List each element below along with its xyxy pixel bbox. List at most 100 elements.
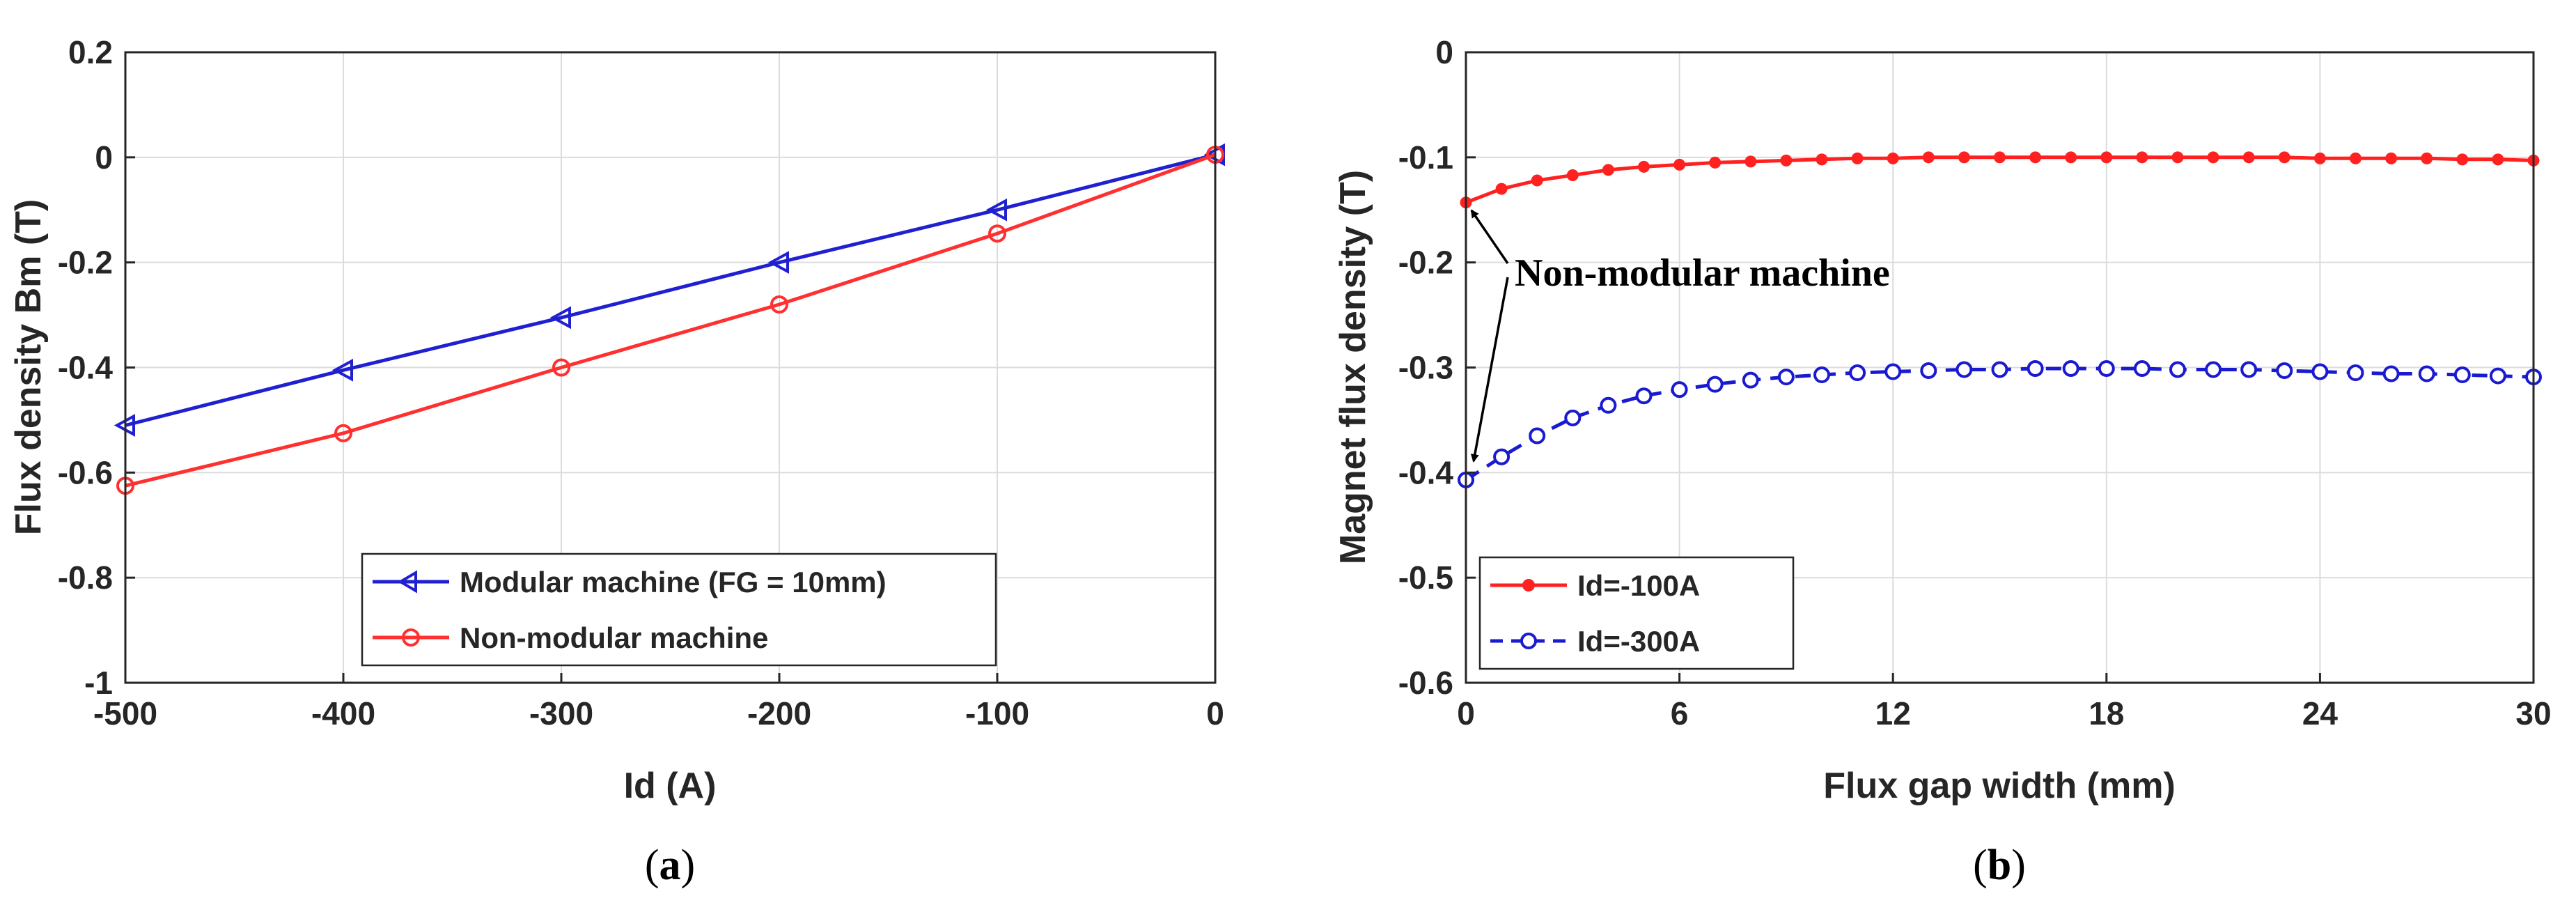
panel-b-x-tick-label-4: 24: [2302, 695, 2339, 732]
panel-b-y-tick-label-2: -0.4: [1398, 454, 1454, 490]
panel-b-ticks: 0 6 12 18 24 30 -0.6 -0.5 -0.4 -0.3 -0.2 -0.1 0: [1398, 34, 2552, 732]
panel-b-series-0-point-24: [2313, 152, 2326, 164]
panel-b-x-tick-label-1: 6: [1671, 695, 1689, 732]
panel-a-y-tick-label-6: 0.2: [68, 34, 113, 70]
panel-b-series-1-point-21: [2205, 361, 2222, 378]
panel-b-legend-box: [1478, 556, 1795, 670]
panel-b-series-1-point-9: [1777, 369, 1795, 386]
panel-b-series-1-point-8: [1742, 371, 1759, 389]
panel-a-series-0-point-2: [549, 306, 571, 330]
panel-b-series-1-point-12: [1884, 363, 1902, 380]
panel-a-y-tick-label-5: 0: [95, 139, 113, 176]
panel-b-series-1-point-2: [1529, 427, 1546, 444]
panel-b-annotation: Non-modular machine: [1515, 252, 1890, 295]
panel-b-series-0-point-27: [2421, 152, 2433, 164]
panel-b-series-0-point-21: [2207, 151, 2219, 164]
panel-b-caption-close: ): [2011, 842, 2026, 889]
panel-b-series-0-point-16: [2029, 151, 2042, 164]
panel-b-series-0-point-22: [2242, 151, 2255, 164]
panel-b-x-tick-label-0: 0: [1457, 695, 1475, 732]
panel-a-series-0-line: [125, 153, 1216, 427]
panel-b-y-tick-label-0: -0.6: [1398, 665, 1453, 701]
panel-b-x-tick-label-2: 12: [1875, 695, 1911, 732]
panel-b-y-tick-label-4: -0.2: [1398, 245, 1453, 281]
panel-b-series-1-point-26: [2382, 365, 2400, 382]
panel-a-chart: -500 -400 -300 -200 -100 0 -1 -0.8 -0.6 -0.4 -0.2 0…: [8, 34, 1225, 889]
panel-b-series-1-point-13: [1920, 362, 1937, 380]
panel-b-y-tick-label-5: -0.1: [1398, 139, 1453, 176]
panel-b-series-1-point-28: [2453, 366, 2471, 384]
panel-b-series-1-point-18: [2098, 360, 2115, 378]
panel-a-ticks: -500 -400 -300 -200 -100 0 -1 -0.8 -0.6 -0.4 -0.2 0…: [58, 34, 1224, 732]
panel-a-y-tick-label-3: -0.4: [58, 350, 114, 386]
panel-b-series-0-point-11: [1851, 152, 1864, 164]
panel-b-legend-marker-300a: [1520, 633, 1537, 649]
panel-b-series-1-point-25: [2347, 364, 2364, 382]
panel-a-series-1-point-4: [988, 224, 1006, 243]
panel-a-series-1-point-1: [334, 424, 352, 442]
panel-b-legend-label-100a: Id=-100A: [1577, 569, 1700, 602]
panel-b-series-0-point-14: [1958, 151, 1970, 164]
panel-b-annotation-arrow-lower: [1470, 277, 1509, 463]
panel-a-series-1-point-3: [770, 295, 788, 314]
panel-a-y-tick-label-0: -1: [84, 665, 113, 701]
panel-b-caption: (b): [1973, 842, 2026, 889]
panel-b-series-0-point-2: [1531, 174, 1543, 187]
panel-b-series-0-point-26: [2385, 152, 2398, 164]
panel-b-series-0-point-28: [2456, 153, 2469, 166]
panel-b-series-0-point-12: [1887, 152, 1899, 164]
panel-b-legend: Id=-100A Id=-300A: [1478, 556, 1795, 670]
panel-b-series-layer: [1458, 151, 2542, 488]
panel-b-series-0-point-17: [2065, 151, 2077, 164]
panel-a-legend-marker-nonmodular: [402, 628, 420, 647]
panel-b-series-0-point-18: [2100, 151, 2113, 164]
panel-b-series-1-point-15: [1991, 361, 2008, 378]
panel-a-x-tick-label-4: -100: [965, 695, 1029, 732]
panel-a-y-tick-label-4: -0.2: [58, 245, 113, 281]
panel-b-series-0-point-1: [1495, 183, 1508, 195]
panel-b-x-tick-label-5: 30: [2515, 695, 2551, 732]
panel-b-y-tick-label-6: 0: [1435, 34, 1453, 70]
panel-b-series-0-point-3: [1566, 169, 1579, 181]
panel-b-series-0-point-9: [1780, 154, 1793, 167]
panel-a-legend-label-nonmodular: Non-modular machine: [460, 621, 768, 654]
panel-b-annotation-arrow-upper: [1470, 209, 1509, 264]
panel-b-series-1-point-29: [2489, 367, 2506, 385]
panel-b-series-0-point-29: [2492, 153, 2504, 166]
panel-b-series-0-point-19: [2136, 151, 2148, 164]
panel-a-legend: Modular machine (FG = 10mm) Non-modular …: [361, 552, 997, 667]
panel-a-legend-marker-modular: [398, 570, 417, 594]
panel-a-x-tick-label-1: -400: [311, 695, 375, 732]
panel-a-series-0-point-3: [767, 251, 789, 274]
panel-b-series-1-point-11: [1849, 364, 1866, 382]
panel-b-series-0-point-8: [1744, 155, 1757, 168]
panel-b-series-0-point-5: [1638, 160, 1650, 173]
panel-a-caption-close: ): [681, 842, 696, 889]
panel-b-series-1-point-17: [2062, 360, 2079, 378]
panel-b-series-1-point-24: [2311, 363, 2329, 380]
panel-b-legend-label-300a: Id=-300A: [1577, 625, 1700, 658]
panel-b-series-0-point-23: [2278, 151, 2290, 164]
panel-b-series-1-point-3: [1564, 409, 1582, 426]
panel-a-caption-open: (: [645, 842, 659, 889]
panel-b-series-1-point-27: [2418, 365, 2435, 382]
panel-b-x-tick-label-3: 18: [2089, 695, 2124, 732]
panel-a-y-tick-label-2: -0.6: [58, 454, 113, 490]
panel-b-y-tick-label-1: -0.5: [1398, 559, 1453, 596]
panel-b-series-0-point-20: [2171, 151, 2184, 164]
panel-b-series-0-point-25: [2350, 152, 2362, 164]
panel-b-chart: 0 6 12 18 24 30 -0.6 -0.5 -0.4 -0.3 -0.2 -0.1 0 Flux…: [1333, 34, 2552, 889]
panel-b-series-1-point-4: [1600, 396, 1617, 414]
panel-b-caption-letter: b: [1988, 842, 2011, 889]
panel-a-series-0-point-1: [331, 358, 353, 382]
panel-b-series-0-point-7: [1709, 156, 1722, 169]
panel-b-legend-marker-100a: [1522, 579, 1535, 591]
panel-a-series-1-line: [125, 153, 1216, 488]
panel-b-series-1-point-1: [1493, 448, 1511, 465]
panel-a-x-tick-label-5: 0: [1206, 695, 1224, 732]
panel-a-y-tick-label-1: -0.8: [58, 559, 113, 596]
panel-b-series-1-point-22: [2240, 361, 2258, 378]
panel-b-series-0-point-15: [1994, 151, 2006, 164]
